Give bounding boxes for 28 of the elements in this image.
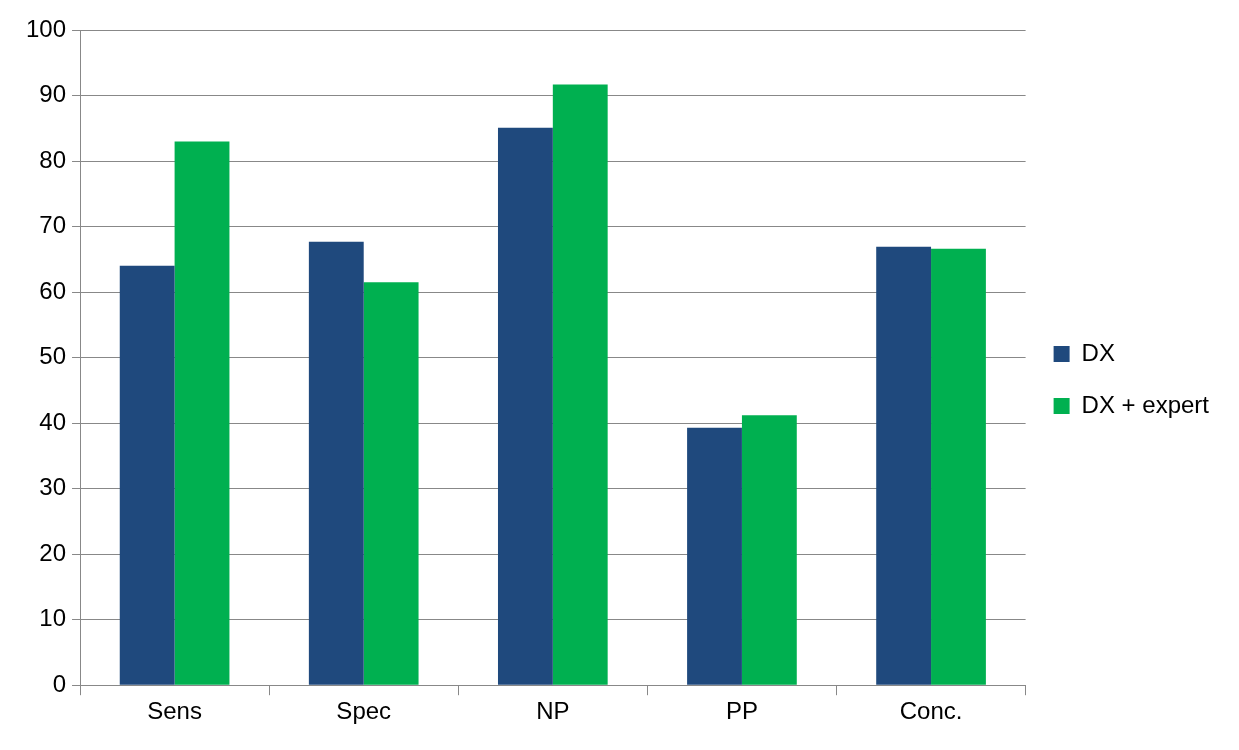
y-tick-label: 100 (26, 14, 67, 42)
bar (119, 265, 175, 685)
x-tick-label: Conc. (899, 697, 963, 725)
bar (174, 141, 230, 685)
x-tick-label: Sens (147, 697, 202, 725)
x-tick-label: PP (725, 697, 758, 725)
x-tick-label: Spec (336, 697, 392, 725)
y-tick-label: 10 (39, 604, 67, 632)
bar (931, 248, 986, 685)
y-tick-label: 40 (39, 407, 67, 435)
bar (308, 241, 364, 685)
legend-label: DX + expert (1081, 390, 1210, 418)
bar (876, 246, 932, 685)
y-tick-label: 30 (39, 473, 67, 501)
y-tick-label: 20 (39, 538, 67, 566)
bar (687, 427, 742, 685)
bar (363, 282, 419, 685)
bar (741, 415, 797, 685)
x-tick-label: NP (536, 697, 570, 725)
y-tick-label: 70 (39, 211, 67, 239)
bar (552, 84, 608, 685)
bar (497, 127, 553, 685)
y-tick-label: 90 (39, 80, 67, 108)
y-tick-label: 0 (52, 669, 67, 697)
y-tick-label: 80 (39, 145, 67, 173)
legend-label: DX (1081, 338, 1115, 366)
y-tick-label: 50 (39, 342, 67, 370)
y-tick-label: 60 (39, 276, 67, 304)
